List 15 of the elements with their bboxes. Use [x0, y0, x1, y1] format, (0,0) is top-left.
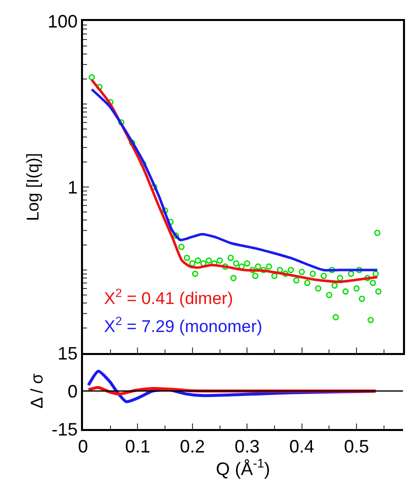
y-tick-label: 1	[68, 177, 78, 198]
x-tick-label: 0.4	[289, 436, 314, 456]
x-tick-label: 0.5	[344, 436, 370, 456]
y-axis-title: Log [I(q)]	[24, 152, 43, 222]
x-tick-label: 0.2	[180, 436, 205, 456]
y-tick-label: -15	[52, 419, 78, 440]
series-label: X$^{2}$ = 0.41 (dimer)	[104, 286, 233, 308]
y-axis-title: Δ / σ	[28, 372, 47, 409]
x-tick-label: 0.3	[234, 436, 260, 456]
y-tick-label: 15	[58, 343, 78, 364]
y-tick-label: 100	[48, 11, 78, 32]
x-axis-title: Q (Å$^{-1}$)	[216, 456, 270, 479]
text: X$^{2}$ = 7.29 (monomer)	[104, 314, 262, 336]
y-tick-label: 0	[68, 381, 78, 402]
x-tick-label: 0.1	[125, 436, 150, 456]
